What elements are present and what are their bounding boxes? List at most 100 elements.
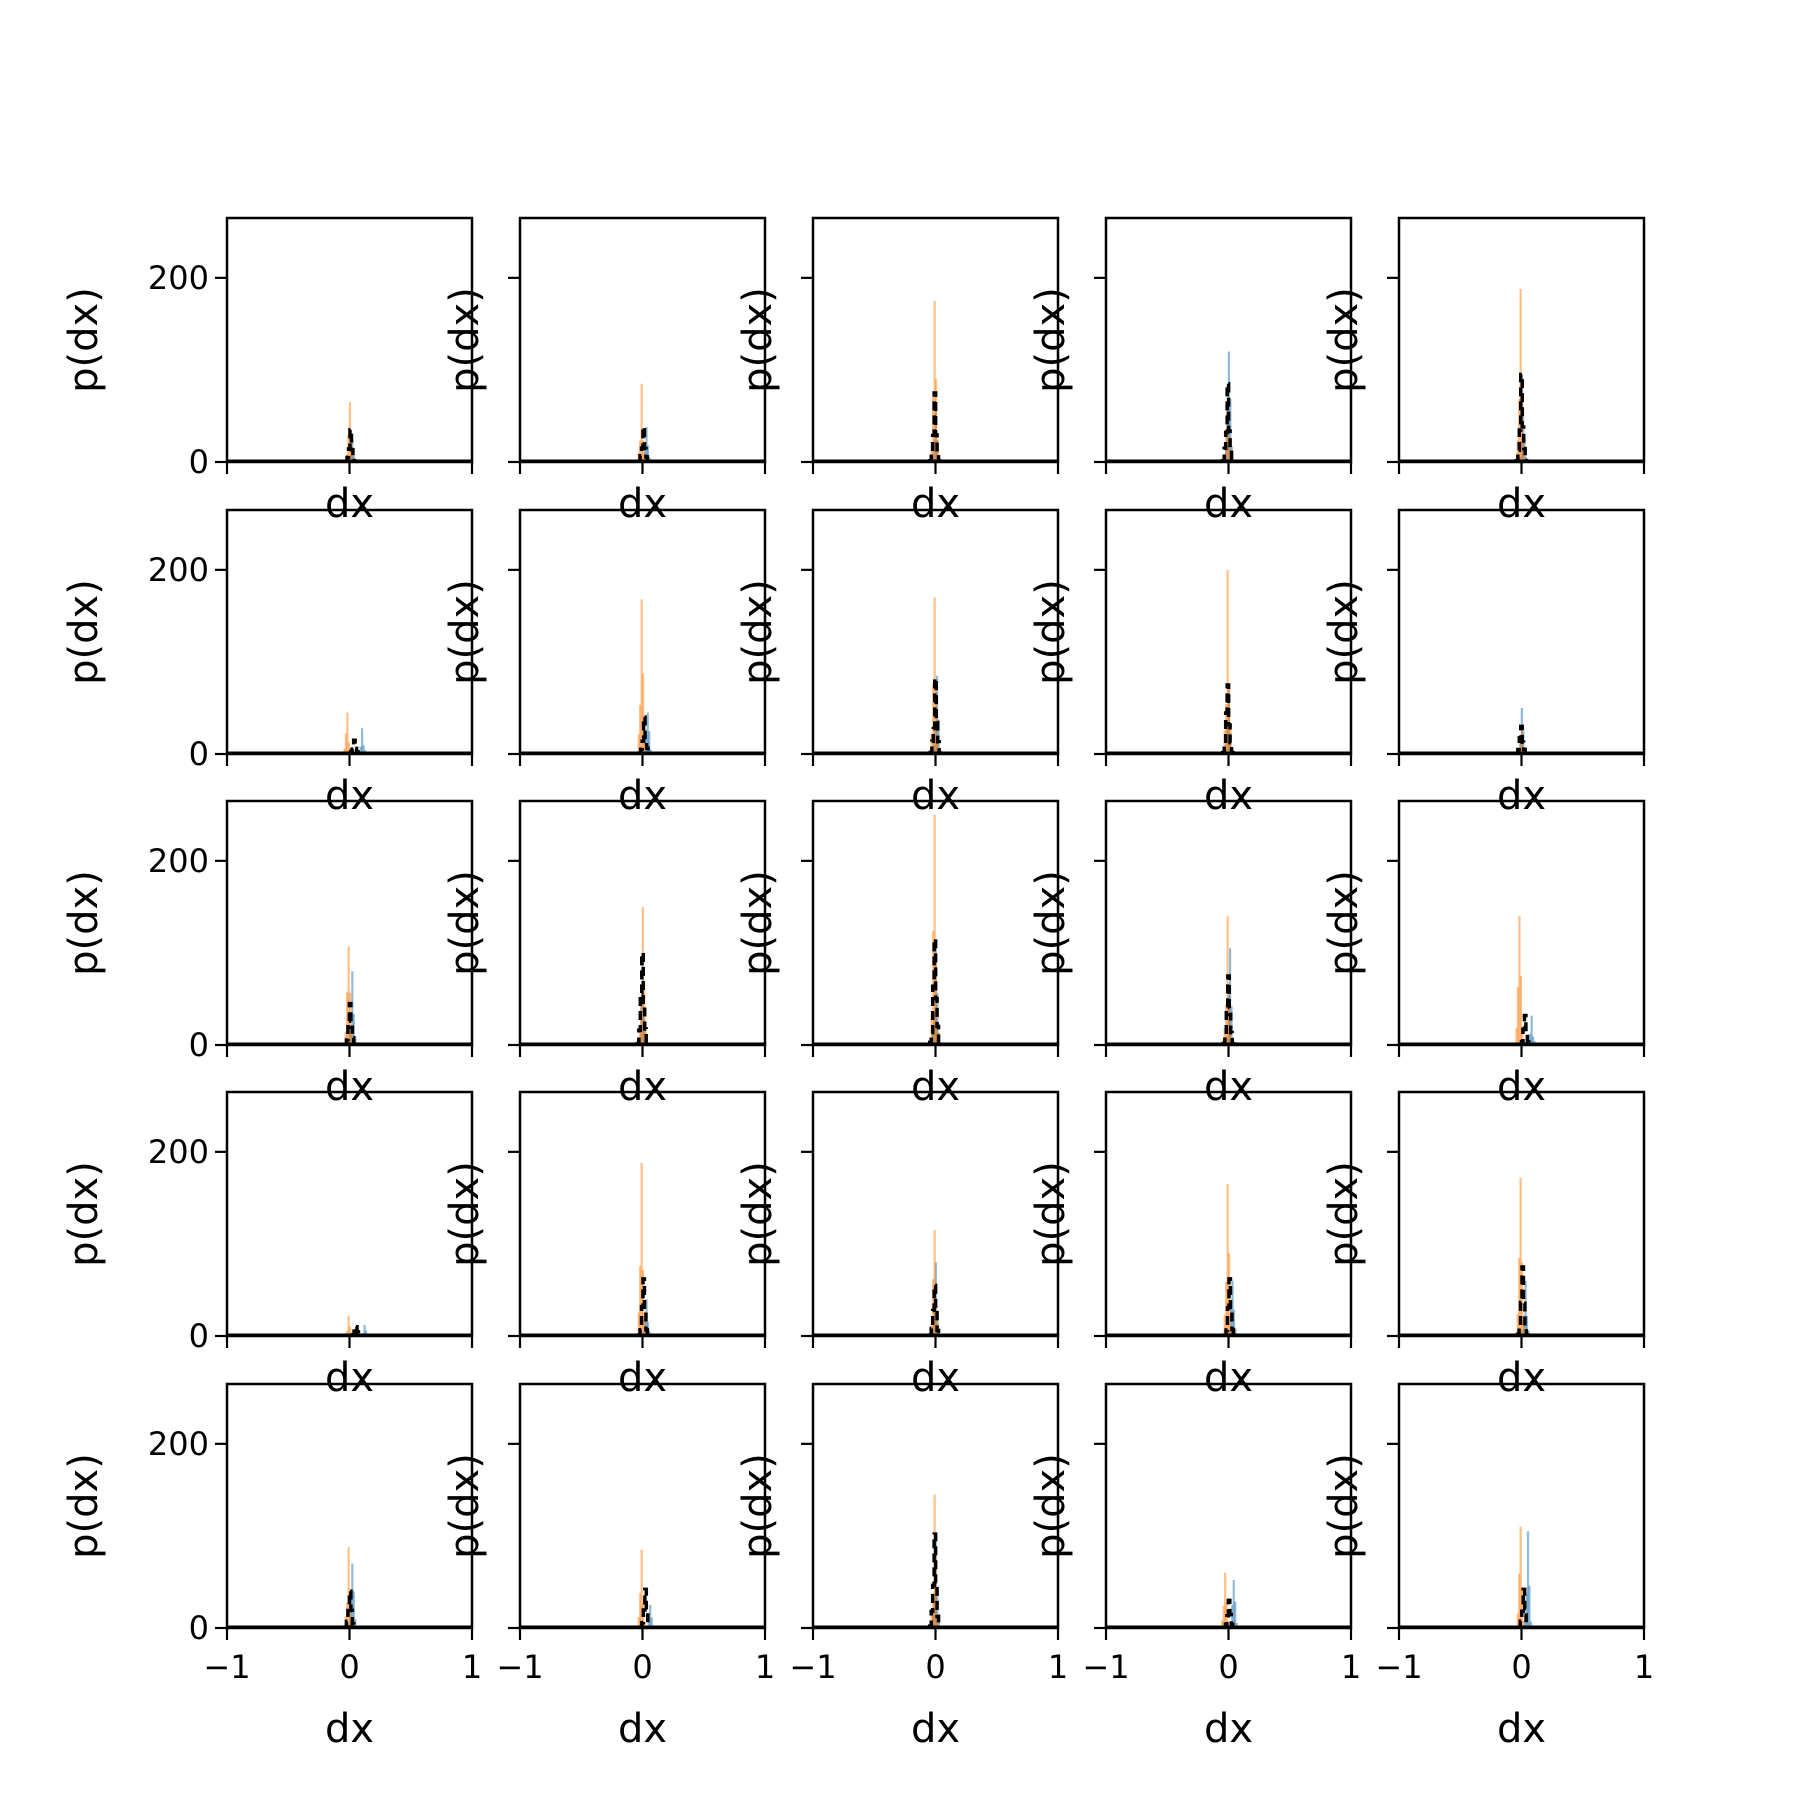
subplot-3-0: 0 200 dx p(dx) — [61, 1090, 474, 1401]
blue-hist-bar — [1234, 1328, 1237, 1336]
y-axis-label: p(dx) — [1028, 579, 1074, 685]
y-axis-label: p(dx) — [1028, 287, 1074, 393]
orange-hist-bar — [1521, 1262, 1524, 1336]
y-axis-label: p(dx) — [735, 579, 781, 685]
black-dashed-step-hist — [1515, 1265, 1530, 1336]
x-tick-label: −1 — [789, 1648, 836, 1686]
subplot-1-2: dx p(dx) — [735, 508, 1060, 819]
y-axis-label: p(dx) — [1321, 579, 1367, 685]
y-axis-label: p(dx) — [1321, 287, 1367, 393]
orange-hist-bar — [1518, 916, 1521, 1045]
subplot-2-4: dx p(dx) — [1321, 799, 1646, 1110]
orange-hist-bar — [1224, 1572, 1227, 1628]
orange-hist-bar — [643, 1622, 646, 1628]
x-tick-label: −1 — [1082, 1648, 1129, 1686]
y-axis-label: p(dx) — [1321, 870, 1367, 976]
x-tick-label: −1 — [1375, 1648, 1422, 1686]
black-dashed-step-hist — [635, 951, 650, 1045]
blue-hist-bar — [1234, 1601, 1237, 1628]
black-dashed-step-hist — [1514, 372, 1529, 462]
subplot-1-3: dx p(dx) — [1028, 508, 1353, 819]
x-axis-label: dx — [911, 481, 960, 527]
y-axis-label: p(dx) — [735, 1161, 781, 1267]
y-axis-label: p(dx) — [442, 287, 488, 393]
orange-hist-bar — [347, 1315, 350, 1336]
blue-hist-bar — [359, 746, 362, 754]
black-dashed-step-hist — [928, 676, 943, 754]
subplot-0-2: dx p(dx) — [735, 216, 1060, 527]
orange-hist-bar — [637, 734, 640, 754]
subplot-2-2: dx p(dx) — [735, 799, 1060, 1110]
orange-hist-bar — [639, 1593, 642, 1628]
subplot-3-3: dx p(dx) — [1028, 1090, 1353, 1401]
x-axis-label: dx — [911, 1355, 960, 1401]
x-axis-label: dx — [1497, 1355, 1546, 1401]
orange-hist-bar — [1228, 686, 1231, 754]
black-dashed-step-hist — [927, 1532, 942, 1628]
x-axis-label: dx — [911, 1064, 960, 1110]
x-tick-label: 0 — [632, 1648, 652, 1686]
orange-hist-bar — [1226, 406, 1229, 462]
y-axis-label: p(dx) — [61, 579, 107, 685]
x-tick-label: 0 — [925, 1648, 945, 1686]
y-axis-label: p(dx) — [1028, 870, 1074, 976]
black-dashed-step-hist — [343, 428, 358, 462]
orange-hist-bar — [932, 683, 935, 754]
orange-hist-bar — [1225, 704, 1228, 754]
orange-hist-bar — [933, 814, 936, 1045]
y-tick-label: 0 — [189, 735, 209, 773]
orange-hist-bar — [1519, 1177, 1522, 1336]
subplot-0-0: 0 200 dx p(dx) — [61, 216, 474, 527]
y-axis-label: p(dx) — [735, 1453, 781, 1559]
y-tick-label: 0 — [189, 443, 209, 481]
orange-hist-bar — [639, 440, 642, 462]
orange-hist-bar — [347, 742, 350, 754]
orange-hist-bar — [933, 1230, 936, 1336]
x-axis-label: dx — [1497, 773, 1546, 819]
x-tick-label: −1 — [496, 1648, 543, 1686]
subplot-0-3: dx p(dx) — [1028, 216, 1353, 527]
black-dashed-step-hist — [927, 937, 942, 1045]
blue-hist-bar — [363, 1324, 366, 1336]
black-dashed-step-hist — [1221, 974, 1236, 1045]
orange-hist-bar — [930, 733, 933, 754]
orange-hist-bar — [930, 442, 933, 462]
x-axis-label: dx — [1204, 1355, 1253, 1401]
x-axis-label: dx — [618, 1355, 667, 1401]
orange-hist-bar — [349, 1326, 352, 1336]
blue-hist-bar — [936, 993, 939, 1045]
blue-hist-bar — [645, 427, 648, 462]
orange-hist-bar — [344, 733, 348, 754]
x-axis-label: dx — [618, 481, 667, 527]
orange-hist-bar — [1226, 569, 1229, 754]
orange-hist-bar — [639, 1266, 642, 1336]
subplot-1-0: 0 200 dx p(dx) — [61, 508, 474, 819]
x-tick-label: 1 — [1341, 1648, 1361, 1686]
black-dashed-step-hist — [1220, 381, 1235, 462]
orange-hist-bar — [930, 1609, 933, 1628]
orange-hist-bar — [642, 440, 645, 462]
y-axis-label: p(dx) — [442, 870, 488, 976]
blue-hist-bar — [936, 1596, 939, 1628]
x-axis-label: dx — [325, 773, 374, 819]
subplot-4-4: −1 0 1 dx p(dx) — [1321, 1382, 1654, 1752]
subplot-0-1: dx p(dx) — [442, 216, 767, 527]
orange-hist-bar — [643, 741, 646, 754]
blue-hist-bar — [1228, 948, 1232, 1045]
orange-hist-bar — [1226, 916, 1229, 1045]
y-tick-label: 200 — [148, 842, 209, 880]
x-axis-label: dx — [325, 1706, 374, 1752]
subplot-4-3: −1 0 1 dx p(dx) — [1028, 1382, 1361, 1752]
blue-hist-bar — [1525, 1593, 1528, 1628]
subplot-3-2: dx p(dx) — [735, 1090, 1060, 1401]
orange-hist-bar — [346, 712, 349, 754]
y-axis-label: p(dx) — [442, 579, 488, 685]
blue-hist-bar — [362, 745, 365, 754]
x-tick-label: 0 — [1511, 1648, 1531, 1686]
x-tick-label: 1 — [1048, 1648, 1068, 1686]
orange-hist-bar — [642, 673, 645, 754]
blue-hist-bar — [1231, 1280, 1234, 1336]
x-axis-label: dx — [618, 1064, 667, 1110]
x-axis-label: dx — [1204, 1064, 1253, 1110]
